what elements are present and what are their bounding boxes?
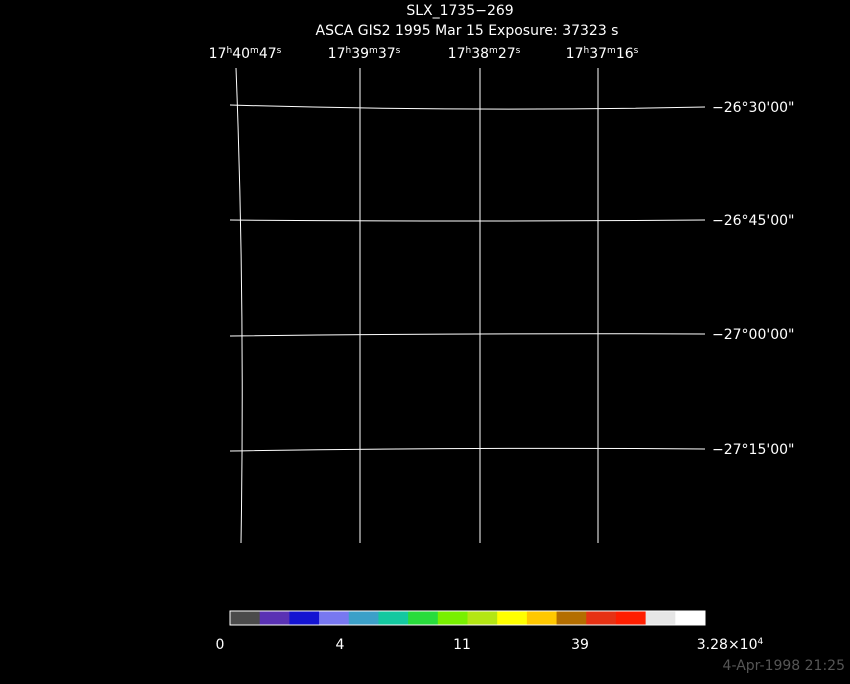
label-part: 11 (453, 637, 471, 653)
dec-grid-line (229, 219, 706, 222)
dec-label: −26°45'00" (712, 213, 794, 229)
colorbar-segment (615, 611, 647, 625)
colorbar-label: 3.28×104 (697, 637, 764, 653)
ra-labels: 17h40m47s 17h39m37s 17h38m27s 17h37m16s (209, 46, 639, 62)
colorbar-label: 11 (453, 637, 471, 653)
label-part: 37 (589, 46, 607, 62)
label-part: 47 (259, 46, 277, 62)
ra-grid-line (235, 67, 243, 544)
superscript: s (396, 46, 401, 56)
colorbar-segment (497, 611, 528, 625)
colorbar-segment (259, 611, 290, 625)
colorbar-segment (319, 611, 350, 625)
label-part: 39 (351, 46, 369, 62)
colorbar-segment (675, 611, 706, 625)
superscript: h (465, 46, 471, 56)
superscript: s (516, 46, 521, 56)
title: SLX_1735−269 (406, 3, 513, 19)
footer-timestamp: 4-Apr-1998 21:25 (723, 658, 845, 674)
superscript: s (277, 46, 282, 56)
label-part: 17 (328, 46, 346, 62)
colorbar-label: 0 (216, 637, 225, 653)
superscript: m (489, 46, 498, 56)
dec-label: −27°00'00" (712, 327, 794, 343)
dec-grid-line (229, 333, 706, 337)
colorbar-segment (645, 611, 676, 625)
colorbar-segment (230, 611, 261, 625)
colorbar-label: 4 (336, 637, 345, 653)
superscript: s (634, 46, 639, 56)
superscript: 4 (757, 637, 763, 647)
label-part: 16 (616, 46, 634, 62)
label-part: 38 (471, 46, 489, 62)
label-part: 37 (378, 46, 396, 62)
label-part: 17 (566, 46, 584, 62)
colorbar-segment (289, 611, 320, 625)
label-part: 27 (498, 46, 516, 62)
ra-label: 17h40m47s (209, 46, 282, 62)
superscript: h (345, 46, 351, 56)
colorbar-segment (348, 611, 379, 625)
subtitle: ASCA GIS2 1995 Mar 15 Exposure: 37323 s (316, 23, 619, 39)
colorbar-segment (467, 611, 498, 625)
colorbar-segment (556, 611, 587, 625)
label-part: 17 (448, 46, 466, 62)
ra-label: 17h37m16s (566, 46, 639, 62)
superscript: m (250, 46, 259, 56)
label-part: 17 (209, 46, 227, 62)
label-part: 4 (336, 637, 345, 653)
colorbar-segment (526, 611, 558, 625)
colorbar-segment (586, 611, 617, 625)
label-part: 39 (571, 637, 589, 653)
colorbar-segment (378, 611, 409, 625)
superscript: h (226, 46, 232, 56)
dec-labels: −26°30'00" −26°45'00" −27°00'00" −27°15'00" (712, 100, 794, 458)
colorbar: 0 4 11 39 3.28×104 (216, 610, 764, 653)
dec-label: −27°15'00" (712, 442, 794, 458)
colorbar-segment (408, 611, 439, 625)
colorbar-frame (229, 610, 706, 626)
label-part: 3.28×10 (697, 637, 758, 653)
superscript: m (607, 46, 616, 56)
label-part: 40 (232, 46, 250, 62)
dec-label: −26°30'00" (712, 100, 794, 116)
superscript: m (369, 46, 378, 56)
colorbar-label: 39 (571, 637, 589, 653)
image-frame (230, 68, 705, 543)
superscript: h (583, 46, 589, 56)
dec-grid-line (229, 104, 706, 110)
coordinate-grid (229, 67, 706, 544)
ra-label: 17h39m37s (328, 46, 401, 62)
colorbar-segment (437, 611, 468, 625)
dec-grid-line (229, 447, 706, 452)
ra-label: 17h38m27s (448, 46, 521, 62)
label-part: 0 (216, 637, 225, 653)
